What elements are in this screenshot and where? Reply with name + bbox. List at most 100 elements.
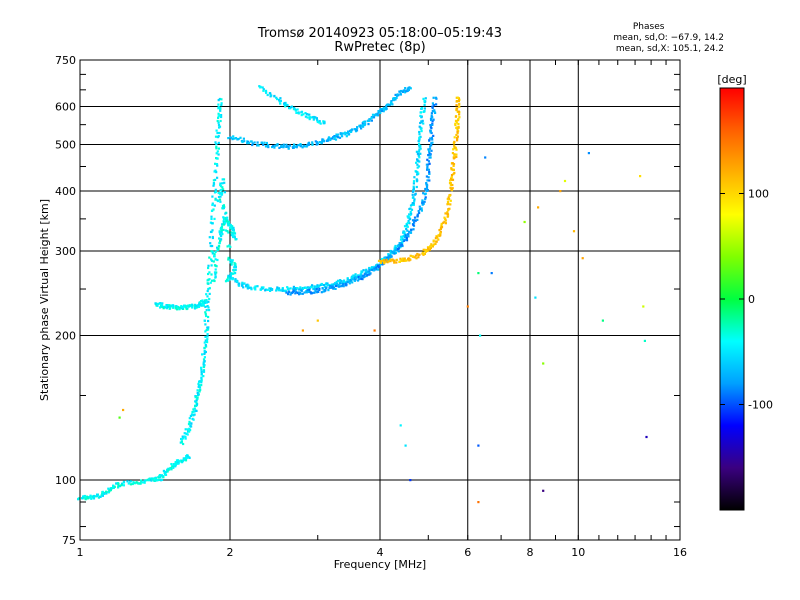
- data-point: [406, 229, 409, 232]
- data-point: [416, 213, 419, 216]
- data-point: [351, 278, 354, 281]
- data-point: [234, 272, 237, 275]
- data-point: [413, 200, 416, 203]
- data-point: [412, 255, 415, 258]
- data-point: [140, 479, 143, 482]
- data-point: [223, 191, 226, 194]
- data-point: [301, 292, 304, 295]
- data-point: [214, 135, 218, 138]
- data-point: [222, 216, 225, 219]
- data-point: [422, 248, 425, 251]
- data-point: [353, 128, 356, 131]
- data-point: [169, 305, 172, 309]
- data-point: [374, 113, 377, 116]
- data-point: [337, 285, 340, 288]
- data-point: [412, 185, 415, 188]
- data-point: [429, 126, 432, 129]
- data-point: [92, 494, 96, 498]
- data-point: [428, 179, 431, 182]
- data-point: [196, 389, 199, 392]
- data-point: [265, 145, 268, 148]
- data-point: [260, 287, 263, 290]
- data-point: [456, 107, 459, 110]
- data-point: [178, 308, 181, 311]
- data-point: [148, 477, 151, 480]
- data-point: [268, 287, 271, 290]
- data-point: [196, 396, 199, 399]
- data-point: [327, 137, 330, 140]
- data-point: [250, 288, 253, 291]
- data-point: [306, 116, 309, 119]
- data-point: [416, 173, 419, 176]
- data-point: [457, 110, 460, 113]
- data-point: [316, 319, 319, 322]
- data-point: [177, 462, 180, 465]
- data-point: [193, 307, 197, 310]
- data-point: [382, 108, 385, 111]
- data-point: [209, 281, 212, 284]
- data-point: [230, 136, 233, 139]
- data-point: [346, 280, 349, 284]
- data-point: [453, 153, 456, 156]
- data-point: [326, 282, 329, 285]
- data-point: [217, 247, 220, 250]
- phase-stats-x: mean, sd,X: 105.1, 24.2: [615, 44, 724, 54]
- data-point: [256, 141, 259, 144]
- data-point: [339, 285, 342, 288]
- data-point: [217, 124, 221, 127]
- data-point: [389, 258, 392, 261]
- data-point: [403, 239, 406, 242]
- data-point: [454, 115, 457, 118]
- data-point: [198, 389, 201, 392]
- data-point: [163, 471, 166, 474]
- data-point: [227, 222, 230, 225]
- data-point: [415, 257, 418, 260]
- data-point: [455, 133, 458, 137]
- data-point: [400, 235, 404, 239]
- data-point: [444, 222, 447, 225]
- data-point: [408, 230, 411, 233]
- data-point: [368, 269, 371, 272]
- data-point: [231, 228, 234, 231]
- data-point: [402, 234, 405, 238]
- data-point: [231, 138, 234, 141]
- data-point: [339, 132, 342, 135]
- data-point: [293, 143, 296, 146]
- data-point: [405, 239, 409, 242]
- data-point: [230, 227, 233, 230]
- data-point: [320, 291, 323, 294]
- data-point: [184, 306, 188, 309]
- data-point: [273, 146, 276, 149]
- data-point: [403, 235, 407, 238]
- data-point: [206, 305, 209, 308]
- data-point: [214, 141, 217, 144]
- data-point: [300, 144, 303, 147]
- data-point: [101, 493, 104, 496]
- data-point: [214, 198, 217, 201]
- data-point: [298, 288, 301, 291]
- data-point: [214, 258, 217, 261]
- data-point: [408, 216, 411, 219]
- data-point: [342, 281, 345, 284]
- data-point: [202, 363, 205, 366]
- data-point: [241, 281, 244, 284]
- data-point: [456, 96, 459, 99]
- data-point: [329, 138, 332, 142]
- data-point: [159, 306, 162, 309]
- data-point: [210, 215, 213, 218]
- data-point: [364, 269, 367, 272]
- data-point: [230, 262, 233, 265]
- data-point: [181, 305, 184, 309]
- data-point: [216, 249, 219, 252]
- data-point: [323, 122, 326, 125]
- data-point: [211, 279, 214, 282]
- data-point: [285, 143, 288, 146]
- data-point: [435, 240, 438, 243]
- data-point: [431, 106, 434, 109]
- data-point: [418, 139, 421, 142]
- data-point: [426, 249, 429, 252]
- data-point: [417, 154, 420, 157]
- data-point: [288, 107, 291, 110]
- data-point: [183, 304, 186, 307]
- data-point: [420, 121, 423, 124]
